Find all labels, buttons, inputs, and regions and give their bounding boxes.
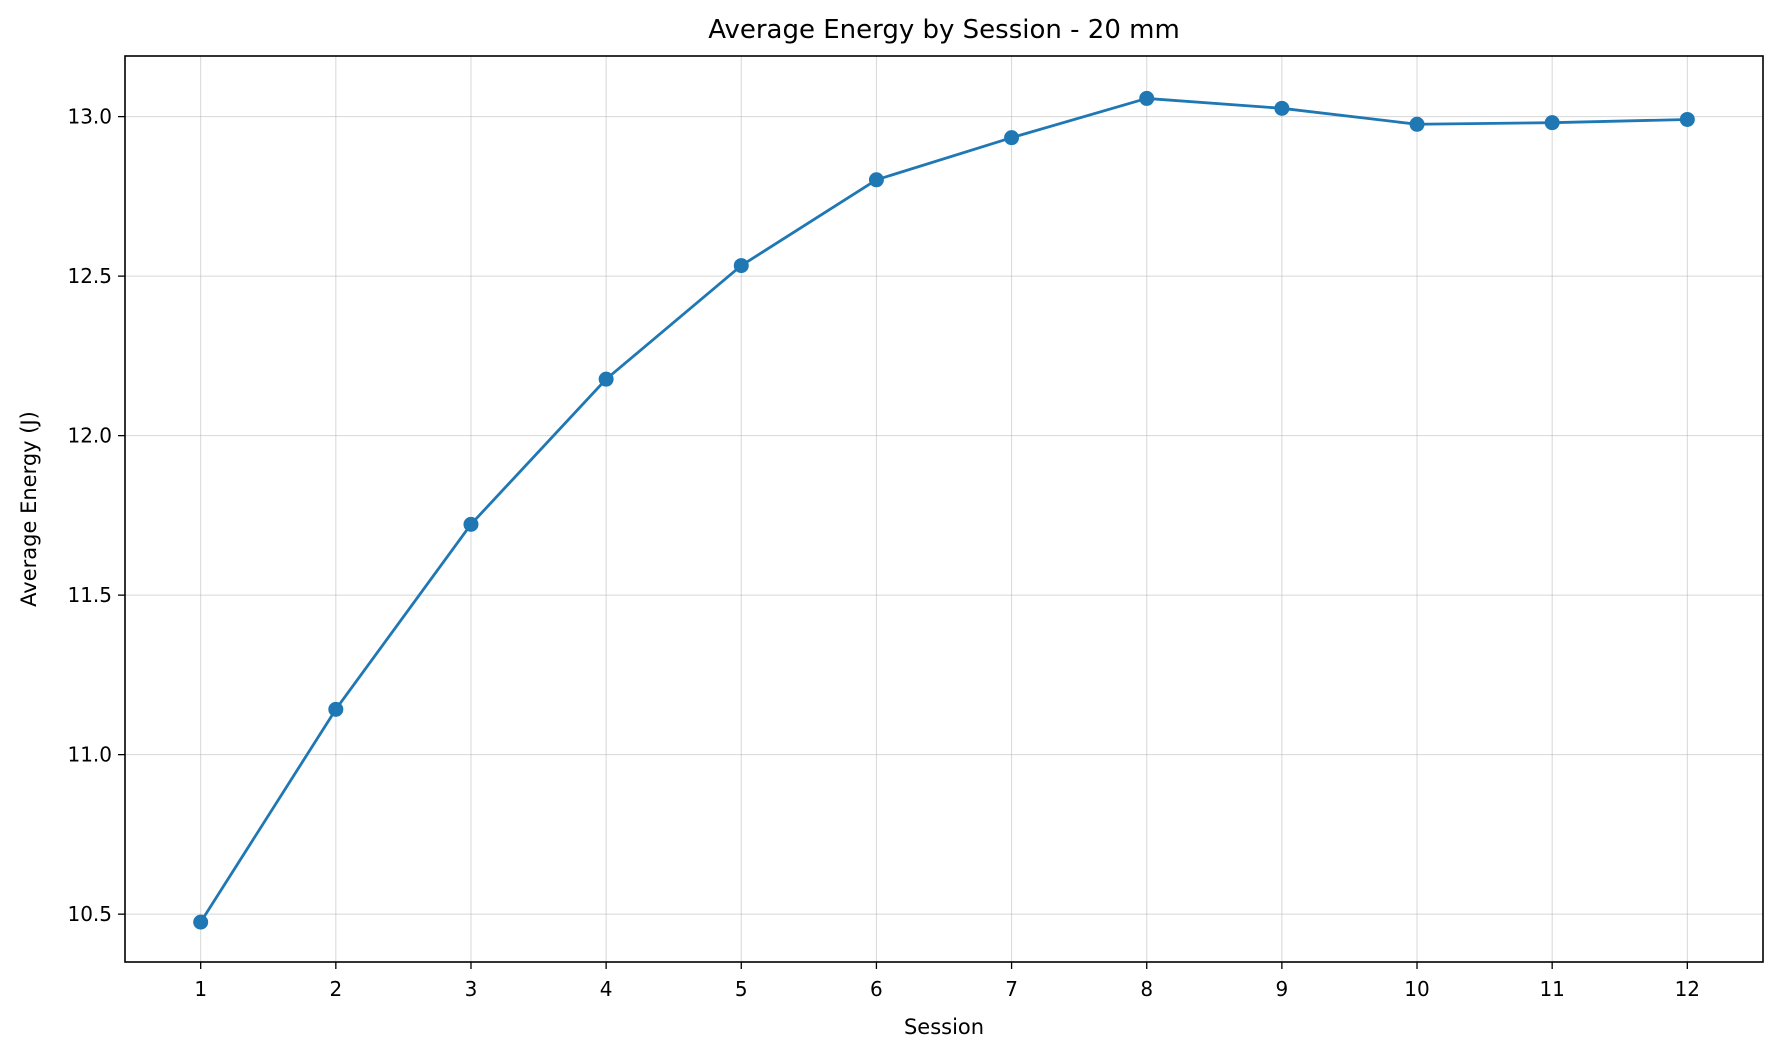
x-tick-label: 8 (1140, 977, 1153, 1001)
plot-area-frame (124, 55, 1764, 963)
data-point (193, 914, 209, 930)
x-tick-label: 2 (329, 977, 342, 1001)
grid-layer (125, 56, 1763, 962)
x-tick-label: 11 (1539, 977, 1564, 1001)
data-point (463, 516, 479, 532)
data-point (1274, 100, 1290, 116)
data-point (868, 172, 884, 188)
data-point (1679, 111, 1695, 127)
data-point (328, 701, 344, 717)
data-point (1544, 115, 1560, 131)
x-tick-label: 7 (1005, 977, 1018, 1001)
y-tick-label: 12.0 (67, 424, 112, 448)
x-tick-label: 5 (735, 977, 748, 1001)
data-point (1409, 116, 1425, 132)
data-point (1139, 90, 1155, 106)
x-tick-label: 3 (465, 977, 478, 1001)
chart-title: Average Energy by Session - 20 mm (708, 15, 1180, 45)
x-tick-label: 4 (600, 977, 613, 1001)
x-tick-label: 10 (1404, 977, 1429, 1001)
y-tick-label: 10.5 (67, 902, 112, 926)
x-tick-label: 9 (1276, 977, 1289, 1001)
series-line-layer (199, 97, 1689, 924)
x-tick-label: 1 (194, 977, 207, 1001)
x-axis-ticks: 1 2 3 4 5 6 7 8 9 10 11 12 (194, 962, 1700, 1001)
data-point (733, 258, 749, 274)
y-tick-label: 11.0 (67, 743, 112, 767)
y-tick-label: 11.5 (67, 583, 112, 607)
x-axis-label: Session (904, 1015, 984, 1039)
y-axis-ticks: 10.5 11.0 11.5 12.0 12.5 13.0 (67, 105, 125, 926)
data-point (598, 371, 614, 387)
x-tick-label: 6 (870, 977, 883, 1001)
series-line (199, 97, 1689, 924)
data-point-layer (193, 90, 1695, 930)
data-point (1004, 130, 1020, 146)
y-tick-label: 12.5 (67, 264, 112, 288)
x-tick-label: 12 (1675, 977, 1700, 1001)
y-axis-label: Average Energy (J) (17, 411, 41, 607)
y-tick-label: 13.0 (67, 105, 112, 129)
